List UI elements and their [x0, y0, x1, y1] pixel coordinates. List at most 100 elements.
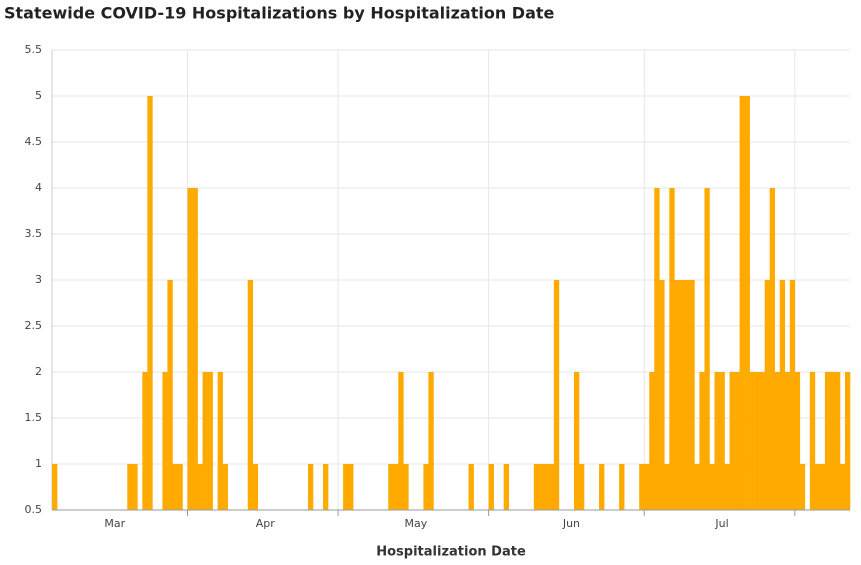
y-tick-label: 1	[35, 457, 42, 470]
bar	[679, 280, 685, 510]
bar	[187, 188, 193, 510]
bar	[147, 96, 153, 510]
bar	[709, 464, 715, 510]
bar	[403, 464, 409, 510]
bar	[348, 464, 354, 510]
y-tick-label: 4.5	[25, 135, 43, 148]
x-tick-label: Jul	[714, 517, 728, 530]
bar	[784, 372, 791, 510]
bar	[689, 280, 695, 510]
bar	[488, 464, 494, 510]
bar	[393, 464, 399, 510]
bar	[744, 96, 750, 510]
bar	[794, 372, 801, 510]
bar	[704, 188, 710, 510]
bar	[398, 372, 404, 510]
x-tick-label: Mar	[104, 517, 125, 530]
bar	[177, 464, 183, 510]
bar	[829, 372, 836, 510]
bar	[167, 280, 173, 510]
bar	[724, 464, 730, 510]
y-tick-label: 2.5	[25, 319, 43, 332]
bar	[222, 464, 228, 510]
bar	[699, 372, 705, 510]
x-tick-label: Apr	[256, 517, 276, 530]
bar	[343, 464, 349, 510]
bar	[779, 280, 786, 510]
bar	[764, 280, 770, 510]
bar	[428, 372, 434, 510]
bar	[754, 372, 760, 510]
bar	[644, 464, 650, 510]
bar	[192, 188, 198, 510]
y-tick-label: 3.5	[25, 227, 43, 240]
bar	[578, 464, 585, 510]
y-tick-label: 0.5	[25, 503, 43, 516]
bar	[734, 372, 740, 510]
chart-title: Statewide COVID-19 Hospitalizations by H…	[4, 4, 555, 23]
bar	[217, 372, 223, 510]
bar	[719, 372, 725, 510]
bar	[664, 464, 670, 510]
bar	[749, 372, 755, 510]
bar	[197, 464, 203, 510]
bar	[659, 280, 665, 510]
bar	[468, 464, 474, 510]
bar	[202, 372, 208, 510]
bar	[789, 280, 796, 510]
y-tick-label: 4	[35, 181, 42, 194]
bar	[834, 372, 841, 510]
bar	[538, 464, 545, 510]
bar	[674, 280, 680, 510]
bar	[423, 464, 429, 510]
bar	[774, 372, 781, 510]
y-tick-label: 2	[35, 365, 42, 378]
bar	[307, 464, 314, 510]
bar	[132, 464, 138, 510]
bar	[323, 464, 329, 510]
bar	[599, 464, 605, 510]
bar	[739, 96, 745, 510]
y-tick-label: 1.5	[25, 411, 43, 424]
bar	[819, 464, 826, 510]
bar	[503, 464, 510, 510]
bar	[52, 464, 58, 510]
bar	[669, 188, 675, 510]
bar	[127, 464, 133, 510]
bar	[824, 372, 831, 510]
bar	[388, 464, 394, 510]
bar	[573, 372, 580, 510]
bar	[759, 372, 765, 510]
bar	[799, 464, 806, 510]
bar	[172, 464, 178, 510]
bar	[252, 464, 259, 510]
x-axis-title: Hospitalization Date	[376, 545, 526, 560]
bar	[729, 372, 735, 510]
bar	[533, 464, 540, 510]
bar	[207, 372, 213, 510]
bar	[814, 464, 821, 510]
bar	[639, 464, 645, 510]
bar	[619, 464, 625, 510]
bar	[649, 372, 655, 510]
bar	[844, 372, 851, 510]
bar	[684, 280, 690, 510]
bar	[142, 372, 148, 510]
bar	[543, 464, 550, 510]
bar	[694, 464, 700, 510]
bar	[714, 372, 720, 510]
y-tick-label: 5	[35, 89, 42, 102]
x-tick-label: Jun	[562, 517, 580, 530]
bar	[247, 280, 254, 510]
bar	[654, 188, 660, 510]
bar	[553, 280, 560, 510]
bar	[839, 464, 846, 510]
bar	[548, 464, 555, 510]
x-tick-label: May	[404, 517, 427, 530]
y-tick-label: 3	[35, 273, 42, 286]
bar	[769, 188, 776, 510]
bar	[809, 372, 816, 510]
bar	[162, 372, 168, 510]
